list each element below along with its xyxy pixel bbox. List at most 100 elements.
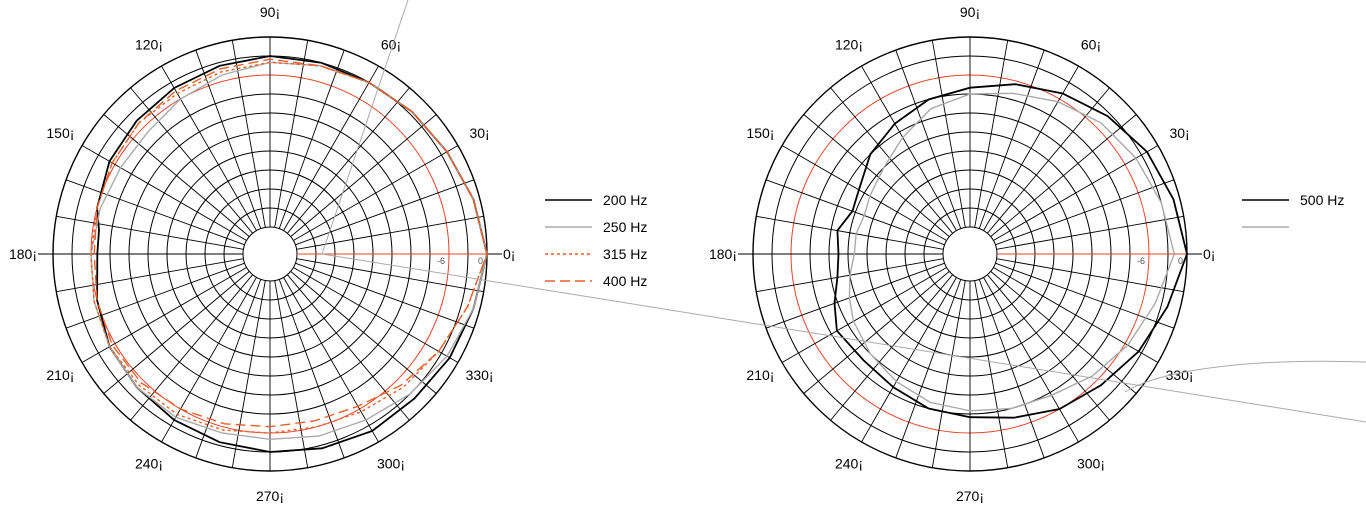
grid-spoke [296, 258, 484, 293]
grid-spoke [996, 215, 1184, 250]
grid-spoke [978, 279, 1045, 459]
grid-spoke [974, 40, 1009, 228]
stray-line [321, 0, 409, 255]
angle-label: 240¡ [135, 456, 163, 472]
angle-label: 30¡ [1169, 125, 1189, 141]
grid-spoke [195, 279, 262, 459]
grid-spoke [995, 262, 1175, 329]
grid-spoke [995, 179, 1175, 246]
grid-spoke [987, 274, 1110, 421]
grid-spoke [295, 179, 475, 246]
legend-label: 200 Hz [603, 192, 647, 208]
radial-db-label: -6 [1137, 256, 1145, 266]
grid-spoke [65, 179, 245, 246]
angle-label: 60¡ [1081, 36, 1101, 52]
grid-spoke [931, 40, 966, 228]
grid-spoke [974, 280, 1009, 468]
grid-spoke [993, 145, 1159, 241]
inner-hub [942, 226, 998, 282]
inner-hub [242, 226, 298, 282]
grid-spoke [283, 65, 379, 231]
angle-label: 150¡ [46, 125, 74, 141]
stray-line [321, 253, 1366, 423]
grid-spoke [803, 271, 950, 394]
grid-spoke [274, 280, 309, 468]
angle-label: 300¡ [377, 456, 405, 472]
angle-label: 330¡ [1166, 367, 1194, 383]
grid-spoke [81, 145, 247, 241]
grid-spoke [290, 114, 437, 237]
angle-label: 300¡ [1077, 456, 1105, 472]
legend-label: 400 Hz [603, 273, 647, 289]
grid-spoke [983, 277, 1079, 443]
angle-label: 240¡ [835, 456, 863, 472]
angle-label: 210¡ [46, 367, 74, 383]
grid-spoke [283, 277, 379, 443]
grid-spoke [990, 114, 1137, 237]
angle-label: 30¡ [469, 125, 489, 141]
grid-spoke [781, 267, 947, 363]
legend-label: 500 Hz [1300, 192, 1344, 208]
grid-spoke [803, 114, 950, 237]
series-line-3 [93, 58, 488, 428]
grid-spoke [830, 274, 953, 421]
angle-label: 180¡ [709, 246, 737, 262]
grid-spoke [987, 87, 1110, 234]
angle-label: 120¡ [135, 36, 163, 52]
grid-spoke [287, 87, 410, 234]
grid-spoke [103, 114, 250, 237]
grid-spoke [56, 258, 244, 293]
grid-spoke [293, 145, 459, 241]
grid-spoke [65, 262, 245, 329]
angle-label: 330¡ [466, 367, 494, 383]
angle-label: 270¡ [956, 488, 984, 504]
angle-label: 90¡ [960, 4, 980, 20]
grid-spoke [295, 262, 475, 329]
polar-chart-left: 0¡ 30¡ 60¡ 90¡ 120¡ 150¡ 180¡ 210¡ 240¡ 270¡ 300¡ 3… [9, 4, 647, 504]
grid-spoke [990, 271, 1137, 394]
grid-spoke [993, 267, 1159, 363]
grid-spoke [290, 271, 437, 394]
angle-label: 270¡ [256, 488, 284, 504]
grid-spoke [287, 274, 410, 421]
grid-spoke [978, 49, 1045, 229]
grid-spoke [56, 215, 244, 250]
angle-label: 150¡ [746, 125, 774, 141]
grid-spoke [765, 179, 945, 246]
grid-spoke [861, 65, 957, 231]
grid-spoke [765, 262, 945, 329]
series-line-2 [90, 61, 488, 434]
stray-guide-lines [321, 0, 1366, 423]
legend-label: 315 Hz [603, 246, 647, 262]
grid-spoke [161, 65, 257, 231]
radial-db-label: 0 [1178, 256, 1183, 266]
angle-label: 120¡ [835, 36, 863, 52]
polar-chart-right: 0¡ 30¡ 60¡ 90¡ 120¡ 150¡ 180¡ 210¡ 240¡ 270¡ 300¡ 3… [709, 4, 1344, 504]
grid-spoke [983, 65, 1079, 231]
grid-spoke [274, 40, 309, 228]
grid-spoke [996, 258, 1184, 293]
grid-spoke [895, 279, 962, 459]
grid-spoke [195, 49, 262, 229]
grid-spoke [231, 280, 266, 468]
grid-spoke [278, 49, 345, 229]
grid-spoke [103, 271, 250, 394]
grid-spoke [130, 274, 253, 421]
radial-db-label: 0 [478, 256, 483, 266]
grid-spoke [861, 277, 957, 443]
angle-label: 60¡ [381, 36, 401, 52]
stray-curve [1124, 360, 1366, 393]
grid-spoke [895, 49, 962, 229]
angle-label: 90¡ [260, 4, 280, 20]
grid-spoke [830, 87, 953, 234]
series-line-0 [833, 83, 1188, 419]
grid-spoke [278, 279, 345, 459]
legend-label: 250 Hz [603, 219, 647, 235]
angle-label: 180¡ [9, 246, 37, 262]
grid-spoke [293, 267, 459, 363]
series-line-1 [848, 92, 1176, 412]
grid-spoke [781, 145, 947, 241]
grid-spoke [756, 215, 944, 250]
grid-spoke [931, 280, 966, 468]
